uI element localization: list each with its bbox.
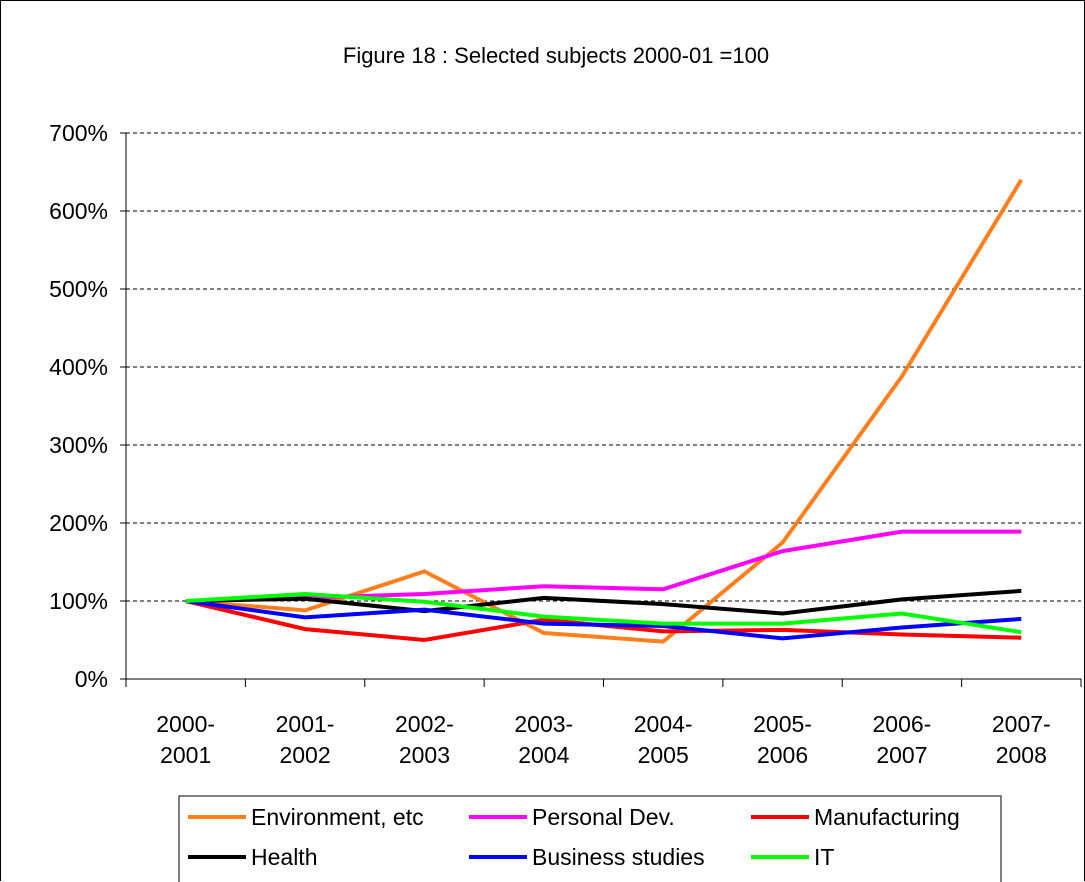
x-tick-label: 2006-2007 [873,711,932,768]
y-axis-ticks: 0% 100% 200% 300% 400% 500% 600% 700% [49,120,126,692]
y-tick-label: 0% [75,666,108,692]
y-tick-label: 600% [49,198,108,224]
x-tick-label: 2003-2004 [514,711,573,768]
x-tick-label: 2004-2005 [634,711,693,768]
legend-item: Environment, etc [188,804,424,830]
x-axis-ticks: 2000-2001 2001-2002 2002-2003 2003-2004 2004… [125,679,1082,768]
x-tick-label: 2005-2006 [753,711,812,768]
legend-item: IT [751,844,834,870]
legend-label: Health [251,844,317,870]
y-tick-label: 500% [49,276,108,302]
legend-item: Manufacturing [751,804,960,830]
legend-item: Business studies [469,844,705,870]
series-line [185,178,1024,644]
x-tick-label: 2002-2003 [395,711,454,768]
legend-item: Personal Dev. [469,804,675,830]
y-tick-label: 300% [49,432,108,458]
y-tick-label: 200% [49,510,108,536]
series-line [185,599,1022,641]
legend-label: Manufacturing [814,804,960,830]
legend-label: IT [814,844,834,870]
series-line [185,588,1022,616]
series-line [185,529,1022,603]
legend-label: Personal Dev. [532,804,675,830]
series-lines [185,178,1024,644]
x-tick-label: 2001-2002 [276,711,335,768]
legend-label: Business studies [532,844,705,870]
x-tick-label: 2007-2008 [992,711,1051,768]
y-tick-label: 700% [49,120,108,146]
legend: Environment, etc Personal Dev. Manufacturi… [178,795,1002,882]
x-tick-label: 2000-2001 [156,711,215,768]
y-tick-label: 100% [49,588,108,614]
series-line [185,591,1022,635]
y-tick-label: 400% [49,354,108,380]
legend-item: Health [188,844,317,870]
legend-label: Environment, etc [251,804,424,830]
chart-title: Figure 18 : Selected subjects 2000-01 =1… [343,43,769,68]
